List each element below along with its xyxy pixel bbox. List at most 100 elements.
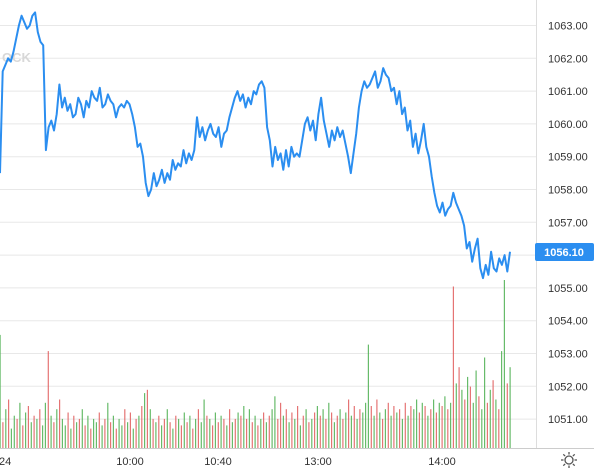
volume-bar bbox=[328, 402, 330, 448]
volume-bar bbox=[107, 402, 109, 448]
volume-bar bbox=[427, 415, 429, 448]
volume-bar bbox=[192, 428, 194, 448]
volume-bar bbox=[135, 418, 137, 448]
volume-bar bbox=[489, 389, 491, 448]
volume-bar bbox=[461, 389, 463, 448]
volume-bar bbox=[430, 409, 432, 448]
volume-bar bbox=[243, 406, 245, 448]
x-tick-label: 10:00 bbox=[116, 456, 144, 468]
volume-bar bbox=[390, 415, 392, 448]
volume-bar bbox=[486, 402, 488, 448]
price-series bbox=[0, 11, 511, 280]
volume-bar bbox=[67, 412, 69, 448]
volume-bar bbox=[186, 422, 188, 448]
volume-bar bbox=[257, 425, 259, 448]
y-tick-label: 1054.00 bbox=[548, 316, 588, 328]
volume-bar bbox=[365, 402, 367, 448]
volume-bar bbox=[129, 412, 131, 448]
volume-bar bbox=[158, 415, 160, 448]
volume-bar bbox=[285, 409, 287, 448]
volume-bar bbox=[458, 367, 460, 448]
volume-bar bbox=[70, 428, 72, 448]
y-tick-label: 1060.00 bbox=[548, 119, 588, 131]
volume-bar bbox=[42, 425, 44, 448]
volume-bar bbox=[325, 418, 327, 448]
volume-bar bbox=[81, 409, 83, 448]
volume-bar bbox=[495, 399, 497, 448]
volume-bar bbox=[263, 412, 265, 448]
volume-bar bbox=[155, 422, 157, 448]
volume-bar bbox=[39, 409, 41, 448]
volume-bar bbox=[294, 418, 296, 448]
volume-bar bbox=[509, 367, 511, 448]
volume-bar bbox=[382, 418, 384, 448]
volume-bar bbox=[299, 425, 301, 448]
volume-bar bbox=[172, 428, 174, 448]
volume-bar bbox=[481, 409, 483, 448]
volume-bar bbox=[314, 412, 316, 448]
volume-bar bbox=[36, 418, 38, 448]
volume-bar bbox=[217, 422, 219, 448]
volume-bar bbox=[101, 425, 103, 448]
volume-bar bbox=[90, 428, 92, 448]
volume-bar bbox=[438, 402, 440, 448]
volume-bar bbox=[84, 425, 86, 448]
volume-bar bbox=[209, 418, 211, 448]
volume-bar bbox=[291, 412, 293, 448]
volume-bar bbox=[424, 406, 426, 448]
y-tick-label: 1063.00 bbox=[548, 21, 588, 33]
volume-bar bbox=[387, 402, 389, 448]
volume-bar bbox=[169, 422, 171, 448]
volume-bar bbox=[251, 422, 253, 448]
volume-bar bbox=[288, 422, 290, 448]
volume-bar bbox=[8, 399, 10, 448]
volume-bar bbox=[127, 422, 129, 448]
volume-bar bbox=[104, 418, 106, 448]
volume-bar bbox=[416, 399, 418, 448]
volume-bar bbox=[47, 351, 49, 448]
volume-bar bbox=[311, 418, 313, 448]
volume-bar bbox=[0, 334, 1, 448]
x-axis: 10:00 10:40 13:00 14:00 bbox=[116, 456, 456, 468]
volume-bar bbox=[280, 402, 282, 448]
y-tick-label: 1059.00 bbox=[548, 152, 588, 164]
volume-bar bbox=[110, 422, 112, 448]
volume-bar bbox=[112, 415, 114, 448]
volume-bar bbox=[161, 425, 163, 448]
volume-bar bbox=[350, 415, 352, 448]
volume-bar bbox=[379, 412, 381, 448]
volume-bar bbox=[178, 418, 180, 448]
settings-icon[interactable] bbox=[561, 452, 577, 468]
volume-bar bbox=[212, 425, 214, 448]
volume-bar bbox=[16, 418, 18, 448]
volume-bar bbox=[78, 418, 80, 448]
volume-bar bbox=[268, 415, 270, 448]
volume-bar bbox=[444, 396, 446, 448]
volume-bar bbox=[19, 402, 21, 448]
price-line bbox=[0, 11, 511, 280]
volume-bar bbox=[93, 418, 95, 448]
volume-bar bbox=[163, 418, 165, 448]
volume-bar bbox=[132, 428, 134, 448]
y-axis: 1063.00 1062.00 1061.00 1060.00 1059.00 1058.… bbox=[548, 21, 588, 427]
volume-bar bbox=[56, 409, 58, 448]
volume-bar bbox=[441, 406, 443, 448]
volume-bar bbox=[265, 422, 267, 448]
volume-bar bbox=[478, 396, 480, 448]
volume-bar bbox=[506, 383, 508, 448]
x-tick-label: 10:40 bbox=[204, 456, 232, 468]
x-tick-label: 13:00 bbox=[304, 456, 332, 468]
volume-bar bbox=[370, 406, 372, 448]
y-tick-label: 1062.00 bbox=[548, 53, 588, 65]
volume-bar bbox=[223, 418, 225, 448]
volume-bar bbox=[50, 415, 52, 448]
volume-bar bbox=[197, 409, 199, 448]
volume-bar bbox=[27, 406, 29, 448]
volume-bar bbox=[2, 422, 4, 448]
volume-bar bbox=[124, 409, 126, 448]
volume-bar bbox=[503, 280, 505, 448]
volume-bar bbox=[472, 402, 474, 448]
volume-bar bbox=[345, 412, 347, 448]
volume-bar bbox=[166, 409, 168, 448]
left-edge-label: 24 bbox=[0, 456, 11, 468]
